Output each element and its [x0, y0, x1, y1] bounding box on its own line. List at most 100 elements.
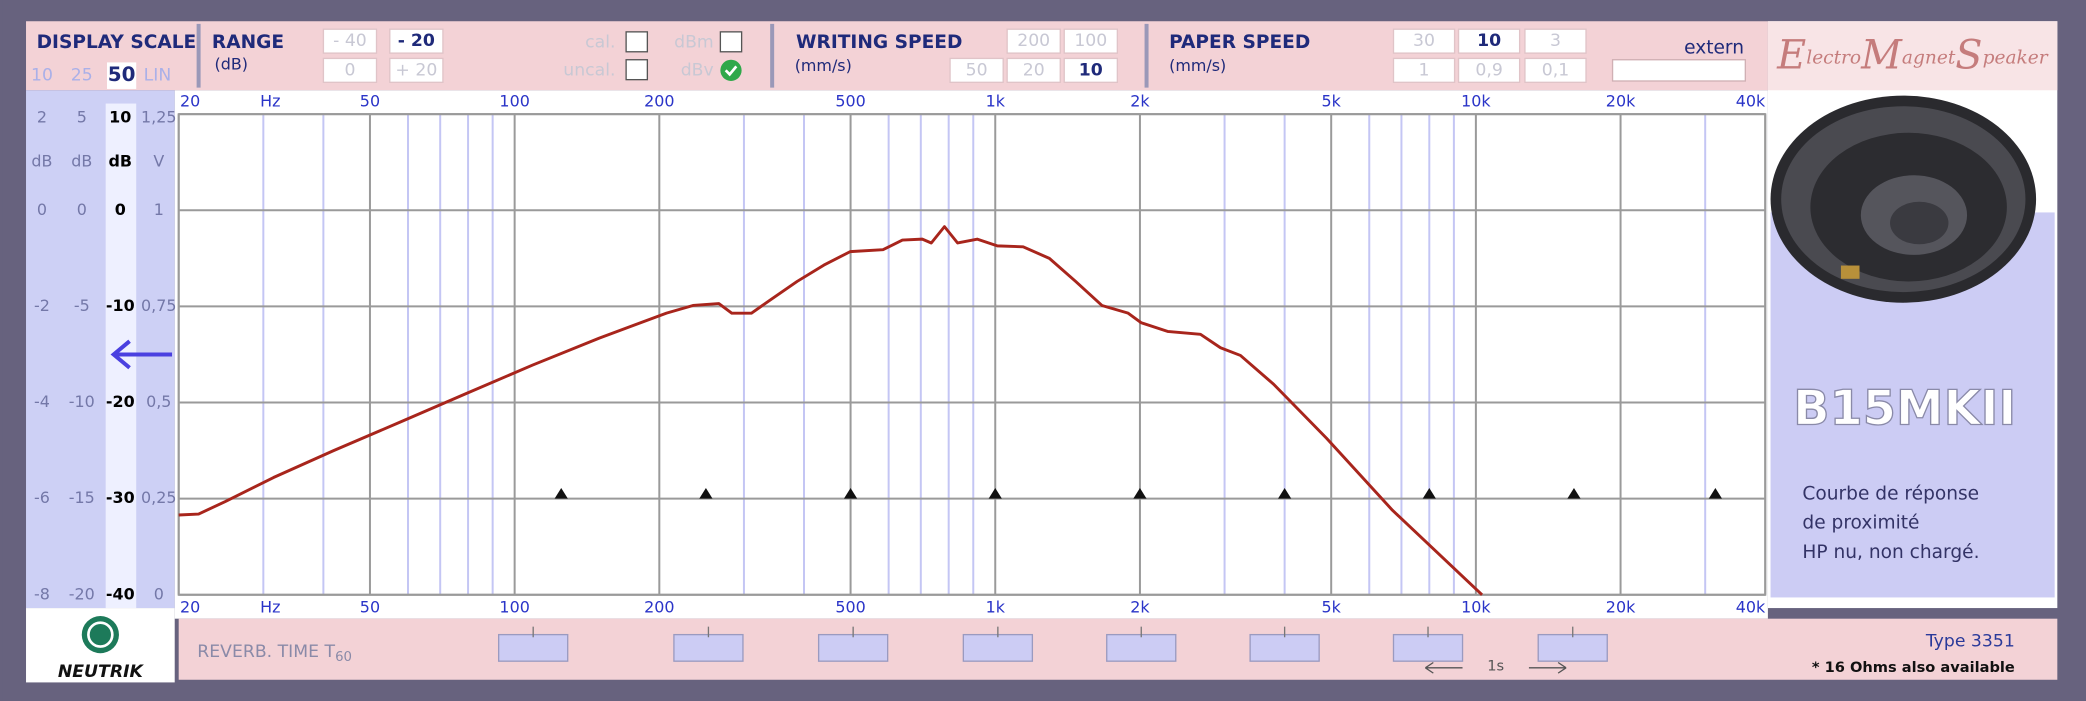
- scale-button[interactable]: 10: [31, 66, 53, 86]
- x-tick-label: 5k: [1322, 92, 1342, 111]
- dbm-label: dBm: [674, 32, 714, 52]
- uncal-label: uncal.: [563, 60, 615, 80]
- button-label[interactable]: 20: [1023, 60, 1045, 80]
- writing-speed-unit: (mm/s): [795, 56, 852, 75]
- button-label[interactable]: + 20: [395, 60, 437, 80]
- button[interactable]: [949, 57, 1004, 83]
- button[interactable]: [1524, 57, 1587, 83]
- reverb-button[interactable]: [1537, 633, 1608, 662]
- reverb-marker: [699, 488, 713, 499]
- button[interactable]: [1457, 28, 1521, 54]
- button-label[interactable]: 0,1: [1542, 60, 1569, 80]
- paper-speed-unit: (mm/s): [1169, 56, 1226, 75]
- plot-border: [177, 113, 1767, 596]
- y-tick-label: -40: [106, 584, 135, 603]
- scale-button[interactable]: 50: [108, 63, 136, 86]
- y-tick-label: -20: [106, 392, 135, 411]
- button-label[interactable]: 3: [1550, 31, 1561, 51]
- extern-field[interactable]: [1611, 59, 1746, 82]
- button[interactable]: [1063, 57, 1119, 83]
- checkbox[interactable]: [719, 31, 743, 53]
- scale-label: 0: [154, 584, 164, 603]
- reverb-button[interactable]: [817, 633, 889, 662]
- scale-label: -15: [69, 488, 95, 507]
- checkbox[interactable]: [625, 31, 649, 53]
- level-arrow: [110, 339, 173, 370]
- reverb-button[interactable]: [497, 633, 569, 662]
- logo-text: peaker: [1983, 47, 2049, 68]
- button[interactable]: [1524, 28, 1587, 54]
- reverb-marker: [1708, 488, 1723, 499]
- x-axis-label: Hz: [260, 598, 280, 617]
- x-tick-label: 40k: [1736, 92, 1766, 111]
- reverb-marker: [843, 488, 858, 499]
- checkbox[interactable]: [625, 59, 649, 81]
- x-tick-label: 2k: [1130, 598, 1150, 617]
- button[interactable]: [322, 28, 378, 54]
- button[interactable]: [1006, 57, 1061, 83]
- note: * 16 Ohms also available: [1812, 659, 2015, 676]
- button-label[interactable]: - 40: [333, 31, 367, 51]
- button[interactable]: [389, 28, 444, 54]
- reverb-button[interactable]: [673, 633, 744, 662]
- reverb-label: REVERB. TIME T60: [197, 642, 352, 665]
- display-scale-title: DISPLAY SCALE: [37, 32, 197, 53]
- button-label[interactable]: 0,9: [1475, 60, 1502, 80]
- button-label[interactable]: - 20: [398, 31, 435, 51]
- reverb-button[interactable]: [1106, 633, 1177, 662]
- button[interactable]: [322, 57, 378, 83]
- scale-button[interactable]: 25: [71, 66, 93, 86]
- scale-unit: dB: [71, 152, 92, 171]
- writing-speed-title: WRITING SPEED: [796, 32, 962, 53]
- x-tick-label: 100: [499, 598, 529, 617]
- x-tick-label: 20k: [1606, 598, 1636, 617]
- y-tick-label: -30: [106, 488, 135, 507]
- reverb-button[interactable]: [1392, 633, 1464, 662]
- button[interactable]: [1392, 57, 1456, 83]
- button-label[interactable]: 200: [1017, 31, 1050, 51]
- button-label[interactable]: 30: [1413, 31, 1435, 51]
- plot-background: [174, 90, 1768, 619]
- button-label[interactable]: 1: [1419, 60, 1430, 80]
- scale-unit: dB: [31, 152, 52, 171]
- logo-letter: M: [1860, 32, 1903, 78]
- button[interactable]: [1392, 28, 1456, 54]
- reverb-button[interactable]: [1249, 633, 1320, 662]
- range-title: RANGE: [212, 32, 284, 53]
- button-label[interactable]: 0: [344, 60, 355, 80]
- scale-label: 0: [77, 200, 87, 219]
- x-tick-label: 10k: [1461, 92, 1491, 111]
- x-tick-label: 500: [835, 92, 865, 111]
- x-tick-label: 20: [180, 92, 200, 111]
- time-scale: 1s: [1487, 657, 1504, 674]
- speaker-illustration: [1770, 95, 2037, 303]
- button[interactable]: [389, 57, 444, 83]
- dbv-label: dBv: [681, 60, 714, 80]
- button[interactable]: [1457, 57, 1521, 83]
- button-label[interactable]: 10: [1079, 60, 1103, 80]
- x-tick-label: 200: [644, 92, 674, 111]
- y-tick-label: 0: [115, 200, 126, 219]
- reverb-marker: [1133, 488, 1147, 499]
- button[interactable]: [1006, 28, 1061, 54]
- scale-label: 0,5: [146, 392, 171, 411]
- x-tick-label: 10k: [1461, 598, 1491, 617]
- x-tick-label: 500: [835, 598, 865, 617]
- scale-label: -20: [69, 584, 95, 603]
- x-axis-label: Hz: [260, 92, 280, 111]
- scale-label: -6: [34, 488, 50, 507]
- cal-label: cal.: [585, 32, 615, 52]
- button-label[interactable]: 50: [966, 60, 988, 80]
- button-label[interactable]: 100: [1074, 31, 1107, 51]
- button[interactable]: [1063, 28, 1119, 54]
- button-label[interactable]: 10: [1477, 31, 1501, 51]
- active-button[interactable]: [107, 62, 137, 89]
- checked-box[interactable]: [720, 59, 742, 81]
- scale-panel: [26, 90, 175, 609]
- reverb-button[interactable]: [962, 633, 1034, 662]
- logo-text: lectro: [1806, 47, 1861, 68]
- y-tick-label: 10: [109, 108, 131, 127]
- logo-text: agnet: [1902, 47, 1956, 68]
- range-unit: (dB): [215, 55, 248, 74]
- scale-button[interactable]: LIN: [144, 66, 172, 86]
